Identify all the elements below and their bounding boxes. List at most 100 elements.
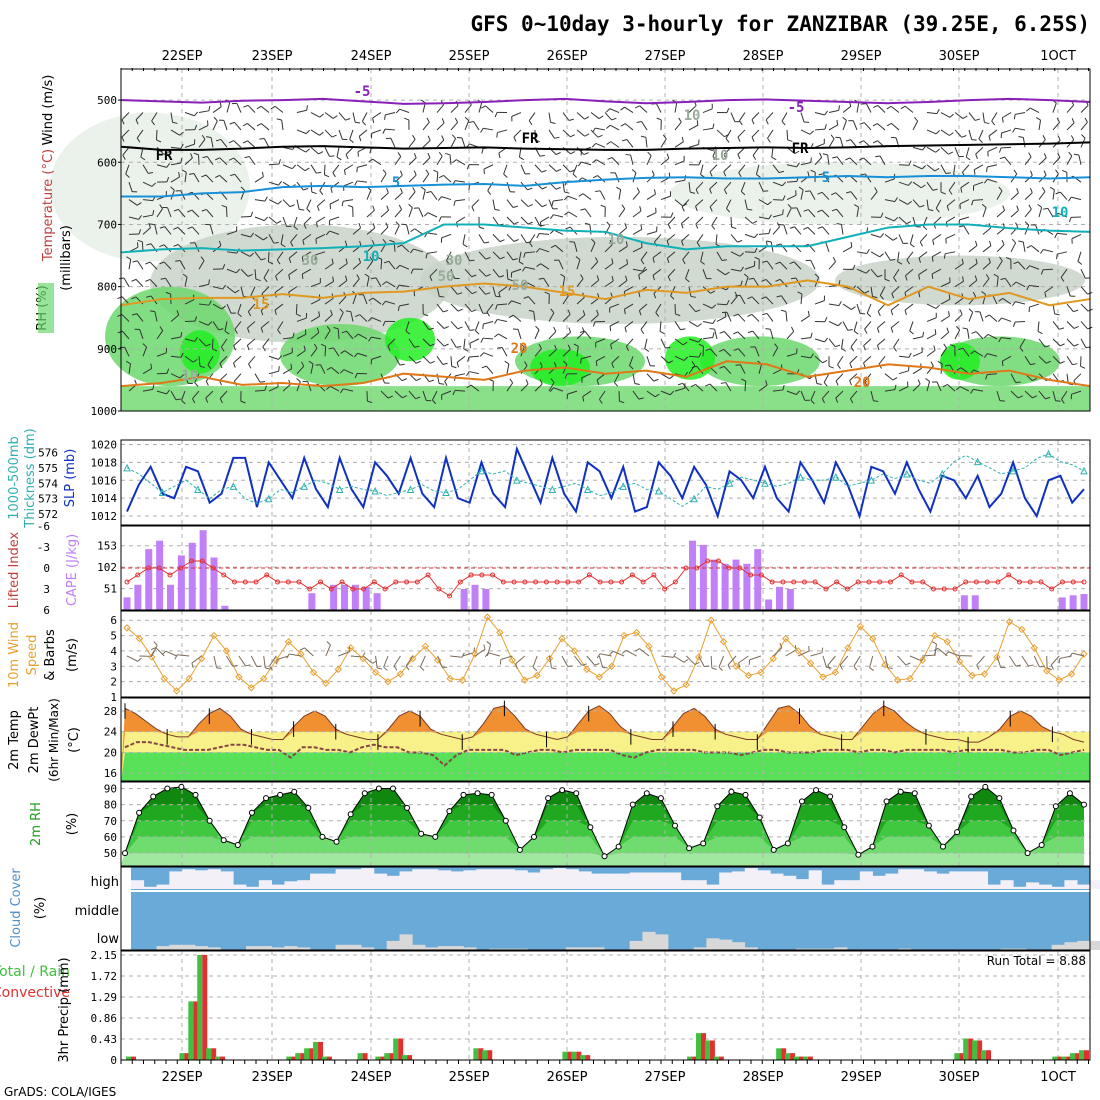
wind-barb bbox=[469, 338, 480, 344]
wind-barb bbox=[807, 310, 810, 317]
wind-barb bbox=[519, 343, 525, 348]
wind-barb bbox=[412, 187, 416, 192]
y-axis-label: CAPE (J/kg) bbox=[65, 534, 80, 606]
wind-barb bbox=[310, 299, 321, 305]
wind-barb bbox=[522, 266, 526, 272]
wind-barb bbox=[464, 120, 470, 131]
wind-barb bbox=[399, 170, 403, 176]
y-axis-label: Lifted Index bbox=[7, 531, 22, 608]
wind-barb bbox=[1069, 652, 1073, 658]
cape-bar bbox=[482, 589, 490, 610]
cloud-high-bar bbox=[425, 869, 439, 889]
wind-barb bbox=[620, 106, 625, 111]
wind-barb bbox=[682, 383, 690, 392]
wind-barb bbox=[968, 263, 978, 270]
cloud-low-bar bbox=[821, 948, 835, 950]
wind-speed-marker bbox=[309, 668, 318, 677]
wind-barb bbox=[534, 348, 542, 357]
wind-barb bbox=[498, 292, 501, 298]
wind-barb bbox=[567, 390, 578, 395]
y-tick-label: 6 bbox=[110, 614, 117, 627]
wind-barb bbox=[387, 395, 393, 399]
wind-barb bbox=[618, 208, 626, 218]
wind-barb bbox=[208, 105, 211, 111]
wind-barb bbox=[324, 280, 334, 288]
wind-barb bbox=[475, 330, 480, 335]
y-axis-label: (%) bbox=[33, 897, 48, 920]
wind-barb bbox=[698, 655, 705, 667]
precip-conv-bar bbox=[131, 1056, 136, 1060]
wind-barb bbox=[993, 273, 999, 278]
wind-barb bbox=[533, 311, 536, 322]
wind-barb bbox=[595, 127, 606, 131]
wind-barb bbox=[149, 279, 158, 287]
wind-barb bbox=[744, 251, 756, 253]
wind-barb bbox=[839, 664, 844, 670]
y-tick-label: -3 bbox=[37, 541, 50, 554]
wind-barb bbox=[768, 228, 771, 234]
wind-barb bbox=[159, 261, 165, 265]
wind-barb bbox=[870, 191, 878, 200]
wind-barb bbox=[315, 233, 326, 240]
wind-barb bbox=[320, 343, 326, 347]
wind-barb bbox=[922, 225, 928, 231]
wind-barb bbox=[921, 184, 926, 189]
thickness-marker bbox=[264, 494, 273, 503]
wind-barb bbox=[926, 146, 936, 153]
wind-barb bbox=[681, 234, 690, 242]
wind-barb bbox=[184, 299, 195, 305]
wind-barb bbox=[740, 280, 743, 286]
wind-barb bbox=[508, 314, 514, 319]
wind-barb bbox=[388, 261, 396, 270]
wind-barb bbox=[789, 226, 795, 229]
wind-barb bbox=[640, 224, 643, 230]
y-axis-label: Cloud Cover bbox=[9, 868, 24, 948]
lifted-index-marker bbox=[447, 593, 453, 599]
wind-barb bbox=[296, 365, 305, 375]
wind-barb bbox=[852, 120, 858, 131]
y-tick-label: 1000 bbox=[91, 405, 118, 418]
wind-barb bbox=[425, 169, 430, 175]
wind-barb bbox=[824, 110, 828, 116]
lifted-index-marker bbox=[952, 586, 958, 592]
temp-line bbox=[124, 705, 1085, 743]
wind-barb bbox=[538, 344, 542, 349]
wind-barb bbox=[935, 130, 941, 135]
wind-barb bbox=[128, 182, 133, 192]
wind-barb bbox=[1029, 303, 1040, 308]
wind-barb bbox=[288, 251, 298, 259]
wind-barb bbox=[625, 241, 628, 247]
y-axis-label: Thickness (dm) bbox=[23, 428, 38, 528]
lifted-index-marker bbox=[232, 579, 238, 585]
wind-barb bbox=[944, 651, 949, 656]
wind-speed-marker bbox=[421, 642, 429, 651]
wind-barb bbox=[303, 188, 309, 191]
wind-barb bbox=[762, 260, 768, 263]
wind-barb bbox=[752, 155, 757, 160]
wind-speed-marker bbox=[446, 674, 454, 683]
wind-barb bbox=[523, 252, 526, 258]
rh-marker bbox=[516, 846, 523, 853]
wind-barb bbox=[276, 259, 281, 265]
y-axis-label: 2m Temp bbox=[7, 710, 22, 770]
wind-barb bbox=[194, 111, 199, 117]
wind-barb bbox=[1037, 203, 1042, 208]
wind-barb bbox=[918, 257, 921, 263]
wind-barb bbox=[989, 240, 992, 246]
wind-barb bbox=[539, 248, 550, 253]
wind-barb bbox=[166, 163, 171, 168]
wind-barb bbox=[551, 200, 554, 207]
cloud-low-bar bbox=[1090, 940, 1100, 950]
wind-barb bbox=[863, 338, 872, 346]
wind-barb bbox=[277, 200, 282, 205]
wind-barb bbox=[450, 286, 458, 295]
isotherm-fr bbox=[120, 141, 1091, 151]
wind-barb bbox=[136, 313, 144, 322]
wind-barb bbox=[395, 108, 400, 114]
precip-total-bar bbox=[357, 1053, 363, 1060]
wind-barb bbox=[184, 172, 187, 183]
wind-barb bbox=[786, 180, 798, 183]
wind-barb bbox=[800, 294, 803, 305]
lifted-index-marker bbox=[877, 579, 883, 585]
wind-barb bbox=[919, 234, 928, 243]
